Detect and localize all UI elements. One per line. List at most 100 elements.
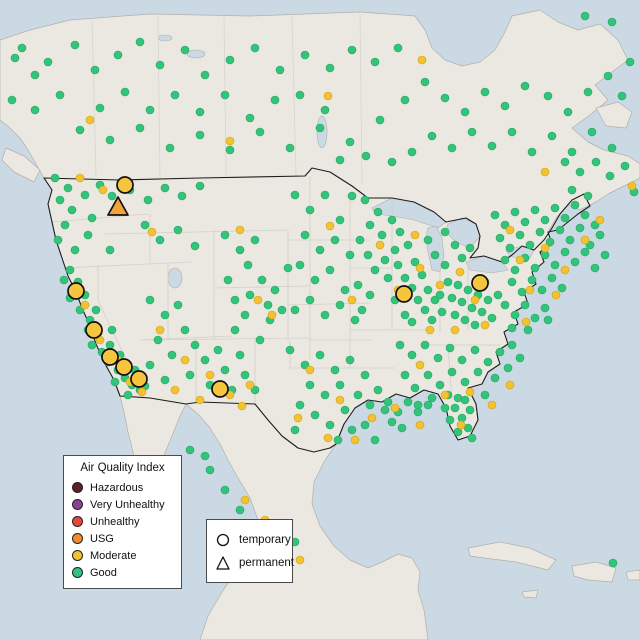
- aqi-station-dot-good: [520, 217, 530, 227]
- aqi-station-dot-good: [290, 425, 300, 435]
- aqi-station-dot-good: [480, 390, 490, 400]
- aqi-station-dot-good: [110, 377, 120, 387]
- legend-shape-item: permanent: [215, 551, 294, 574]
- aqi-station-dot-good: [375, 115, 385, 125]
- aqi-station-dot-good: [315, 123, 325, 133]
- temporary-station-marker[interactable]: [471, 274, 489, 292]
- aqi-station-dot-good: [365, 290, 375, 300]
- temporary-station-marker[interactable]: [211, 380, 229, 398]
- aqi-station-dot-good: [457, 413, 467, 423]
- aqi-station-dot-good: [383, 397, 393, 407]
- aqi-station-dot-moderate: [415, 360, 425, 370]
- aqi-station-dot-good: [600, 250, 610, 260]
- aqi-station-dot-good: [407, 317, 417, 327]
- temporary-station-marker[interactable]: [101, 348, 119, 366]
- aqi-station-dot-good: [440, 403, 450, 413]
- aqi-station-dot-good: [520, 300, 530, 310]
- aqi-station-dot-good: [360, 420, 370, 430]
- aqi-station-dot-good: [305, 295, 315, 305]
- temporary-station-marker[interactable]: [116, 176, 134, 194]
- great-slave-lake: [186, 49, 206, 59]
- aqi-station-dot-good: [195, 181, 205, 191]
- aqi-station-dot-good: [447, 143, 457, 153]
- aqi-station-dot-good: [495, 233, 505, 243]
- aqi-station-dot-good: [393, 260, 403, 270]
- aqi-station-dot-good: [160, 310, 170, 320]
- temporary-station-marker[interactable]: [85, 321, 103, 339]
- aqi-station-dot-good: [543, 91, 553, 101]
- aqi-station-dot-good: [335, 215, 345, 225]
- aqi-station-dot-good: [435, 380, 445, 390]
- aqi-station-dot-good: [335, 380, 345, 390]
- aqi-station-dot-good: [445, 415, 455, 425]
- aqi-station-dot-good: [400, 310, 410, 320]
- aqi-station-dot-good: [83, 230, 93, 240]
- aqi-station-dot-good: [490, 373, 500, 383]
- aqi-station-dot-good: [145, 295, 155, 305]
- aqi-station-dot-good: [467, 433, 477, 443]
- aqi-station-dot-good: [75, 125, 85, 135]
- vancouver-island: [1, 147, 41, 183]
- aqi-station-dot-good: [555, 225, 565, 235]
- aqi-station-dot-moderate: [245, 380, 255, 390]
- aqi-station-dot-good: [477, 307, 487, 317]
- aqi-station-dot-moderate: [295, 555, 305, 565]
- aqi-station-dot-good: [220, 90, 230, 100]
- aqi-station-dot-good: [167, 350, 177, 360]
- aqi-station-dot-good: [530, 313, 540, 323]
- aqi-station-dot-good: [300, 230, 310, 240]
- aqi-station-dot-moderate: [390, 403, 400, 413]
- aqi-station-dot-good: [470, 345, 480, 355]
- aqi-station-dot-good: [360, 195, 370, 205]
- permanent-station-marker[interactable]: [107, 196, 129, 216]
- temporary-station-marker[interactable]: [67, 282, 85, 300]
- aqi-station-dot-moderate: [170, 385, 180, 395]
- aqi-station-dot-good: [557, 283, 567, 293]
- aqi-station-dot-good: [177, 191, 187, 201]
- aqi-station-dot-good: [500, 255, 510, 265]
- legend-shape-item: temporary: [215, 528, 291, 551]
- aqi-station-dot-good: [560, 157, 570, 167]
- aqi-station-dot-good: [510, 310, 520, 320]
- temporary-station-marker[interactable]: [115, 358, 133, 376]
- aqi-station-dot-good: [107, 191, 117, 201]
- aqi-station-dot-good: [505, 243, 515, 253]
- temporary-station-marker[interactable]: [130, 370, 148, 388]
- aqi-station-dot-good: [325, 265, 335, 275]
- aqi-station-dot-good: [530, 205, 540, 215]
- aqi-station-dot-good: [310, 275, 320, 285]
- aqi-station-dot-moderate: [470, 295, 480, 305]
- aqi-station-dot-good: [467, 127, 477, 137]
- aqi-station-dot-good: [507, 127, 517, 137]
- aqi-station-dot-good: [220, 230, 230, 240]
- aqi-station-dot-good: [515, 353, 525, 363]
- aqi-station-dot-good: [507, 277, 517, 287]
- aqi-station-dot-good: [285, 345, 295, 355]
- aqi-station-dot-good: [295, 260, 305, 270]
- aqi-station-dot-good: [535, 227, 545, 237]
- aqi-station-dot-moderate: [98, 185, 108, 195]
- aqi-station-dot-good: [430, 250, 440, 260]
- aqi-station-dot-good: [545, 237, 555, 247]
- aqi-station-dot-good: [537, 285, 547, 295]
- aqi-station-dot-good: [290, 190, 300, 200]
- aqi-station-dot-good: [105, 340, 115, 350]
- aqi-station-dot-good: [173, 300, 183, 310]
- aqi-station-dot-good: [345, 137, 355, 147]
- aqi-station-dot-moderate: [455, 267, 465, 277]
- aqi-station-dot-moderate: [505, 225, 515, 235]
- aqi-station-dot-good: [340, 285, 350, 295]
- aqi-station-dot-good: [200, 70, 210, 80]
- aqi-station-dot-good: [383, 273, 393, 283]
- aqi-station-dot-good: [200, 355, 210, 365]
- aqi-station-dot-good: [160, 375, 170, 385]
- aqi-station-dot-moderate: [580, 235, 590, 245]
- aqi-station-dot-good: [435, 290, 445, 300]
- aqi-station-dot-good: [355, 235, 365, 245]
- aqi-station-dot-good: [575, 167, 585, 177]
- temporary-station-marker[interactable]: [395, 285, 413, 303]
- aqi-station-dot-good: [407, 350, 417, 360]
- aqi-station-dot-good: [523, 325, 533, 335]
- aqi-station-dot-good: [67, 205, 77, 215]
- aqi-station-dot-good: [7, 95, 17, 105]
